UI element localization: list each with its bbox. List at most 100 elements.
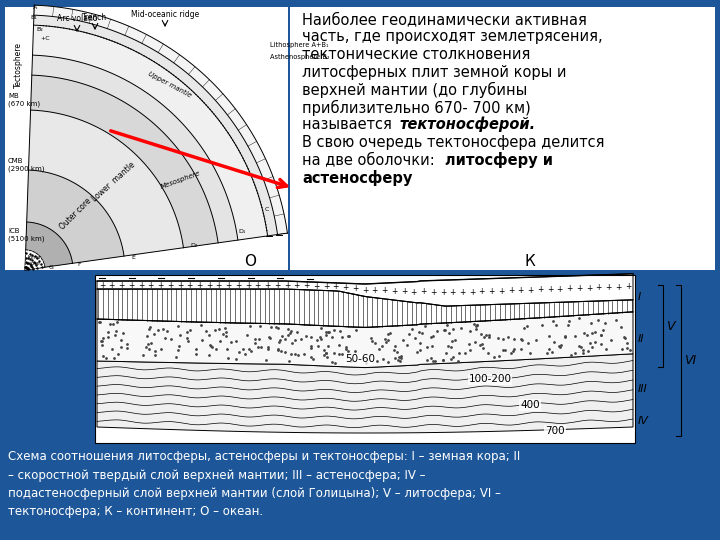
Text: Наиболее геодинамически активная: Наиболее геодинамически активная (302, 12, 587, 27)
Polygon shape (25, 110, 184, 270)
Text: тектоносферой.: тектоносферой. (399, 117, 535, 132)
Text: III: III (638, 383, 648, 394)
Text: Lower  mantle: Lower mantle (90, 160, 137, 203)
Polygon shape (25, 15, 277, 270)
Text: +: + (449, 288, 456, 298)
Text: +: + (342, 284, 348, 292)
Text: +: + (352, 284, 359, 293)
Text: +: + (391, 287, 397, 296)
Text: Asthenosphere B₂: Asthenosphere B₂ (270, 54, 330, 60)
Text: +: + (595, 284, 602, 293)
Text: +: + (420, 287, 427, 296)
Text: +: + (625, 282, 631, 292)
Text: Mid-oceanic ridge: Mid-oceanic ridge (131, 10, 199, 19)
Polygon shape (97, 354, 633, 433)
Text: +: + (118, 280, 125, 289)
Text: Inner
core: Inner core (28, 255, 42, 266)
Text: +: + (606, 283, 612, 292)
Text: IV: IV (638, 416, 649, 426)
Text: II: II (638, 334, 644, 345)
Polygon shape (25, 75, 218, 270)
Text: +: + (294, 281, 300, 290)
Text: +: + (488, 287, 495, 296)
Text: +: + (528, 286, 534, 295)
Text: +: + (576, 284, 582, 293)
Text: +: + (508, 286, 514, 295)
Text: +: + (567, 285, 572, 293)
Text: D₂: D₂ (190, 243, 197, 248)
Bar (5, 7, 288, 270)
Polygon shape (97, 312, 633, 368)
Text: B₁: B₁ (30, 15, 37, 20)
Text: +: + (284, 281, 290, 289)
Polygon shape (25, 55, 238, 270)
Text: +: + (245, 280, 251, 289)
Text: часть, где происходят землетрясения,: часть, где происходят землетрясения, (302, 30, 603, 44)
Text: +: + (518, 286, 524, 295)
Text: +: + (206, 280, 212, 289)
Text: Схема соотношения литосферы, астеносферы и тектоносферы: I – земная кора; II
– с: Схема соотношения литосферы, астеносферы… (8, 450, 521, 518)
Text: +: + (303, 281, 310, 290)
Bar (290, 7, 715, 270)
Text: +: + (362, 286, 368, 295)
Text: приблизительно 670- 700 км): приблизительно 670- 700 км) (302, 99, 531, 116)
Text: B₂: B₂ (37, 28, 43, 32)
Text: +: + (99, 280, 105, 289)
Text: +: + (313, 282, 320, 291)
Text: +: + (410, 287, 417, 296)
Text: +: + (197, 280, 202, 289)
Text: +: + (557, 285, 563, 294)
Text: Tectosphere: Tectosphere (14, 42, 22, 88)
Text: К: К (525, 254, 536, 269)
Text: +: + (430, 288, 436, 297)
Text: +C: +C (40, 36, 50, 41)
Text: A: A (33, 5, 37, 10)
Text: +: + (333, 282, 339, 292)
Text: 100-200: 100-200 (469, 374, 511, 384)
Text: +: + (440, 288, 446, 298)
Text: литосферных плит земной коры и: литосферных плит земной коры и (302, 64, 567, 79)
Polygon shape (25, 5, 287, 270)
Text: +: + (235, 280, 241, 289)
Text: 400: 400 (520, 400, 540, 410)
Text: +: + (157, 280, 163, 289)
Text: +: + (167, 280, 174, 289)
Text: +: + (225, 280, 232, 289)
Text: F: F (78, 262, 81, 267)
Text: +: + (537, 286, 544, 294)
Text: +: + (323, 282, 329, 291)
Text: О: О (244, 254, 256, 269)
Text: D₁: D₁ (238, 229, 246, 234)
Polygon shape (97, 289, 633, 327)
Text: +: + (264, 280, 271, 289)
Text: +: + (547, 285, 553, 294)
Text: В свою очередь тектоносфера делится: В свою очередь тектоносфера делится (302, 134, 605, 150)
Text: +: + (615, 283, 621, 292)
Text: +: + (469, 288, 475, 296)
Text: на две оболочки:: на две оболочки: (302, 152, 439, 167)
Text: +: + (186, 280, 193, 289)
Text: +: + (128, 280, 135, 289)
Text: астеносферу: астеносферу (302, 170, 413, 186)
Text: Mesosphere: Mesosphere (160, 170, 202, 190)
Text: VI: VI (684, 354, 696, 367)
Text: G: G (49, 265, 54, 271)
Text: E: E (131, 255, 135, 260)
Polygon shape (25, 250, 45, 270)
Text: +: + (459, 288, 466, 297)
Text: 50-60: 50-60 (345, 354, 375, 364)
Text: ICB
(5100 km): ICB (5100 km) (8, 228, 45, 242)
Text: Outer core: Outer core (58, 197, 93, 232)
Polygon shape (25, 170, 124, 270)
Text: +: + (176, 280, 183, 289)
Text: верхней мантии (до глубины: верхней мантии (до глубины (302, 82, 527, 98)
Text: Arc volano: Arc volano (57, 14, 97, 23)
Bar (95, 275, 635, 443)
Text: +: + (586, 284, 593, 293)
Text: Trench: Trench (82, 13, 107, 22)
Text: +: + (109, 280, 115, 289)
Text: +: + (255, 280, 261, 289)
Text: +: + (401, 287, 407, 296)
Text: C: C (264, 207, 269, 212)
Text: CMB
(2900 km): CMB (2900 km) (8, 158, 45, 172)
